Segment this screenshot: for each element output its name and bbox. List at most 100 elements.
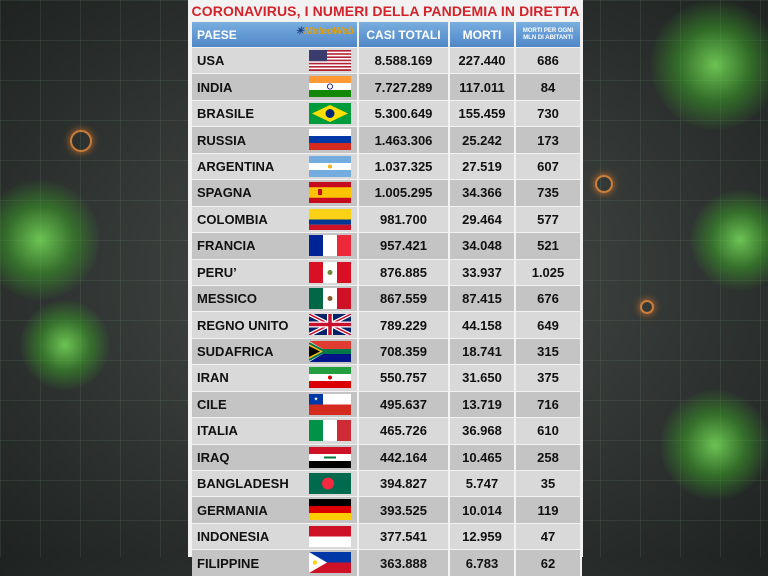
virus-decoration [660,390,768,500]
italy-flag-icon [309,420,351,442]
table-row: IRAN 550.757 31.650 375 [192,364,582,392]
country-cell: MESSICO [192,284,359,312]
country-name: ARGENTINA [197,158,275,174]
table-row: RUSSIA 1.463.306 25.242 173 [192,126,582,154]
covid-table: PAESE ☀MeteoWeb CASI TOTALI MORTI MORTI … [192,22,582,576]
country-name: SPAGNA [197,185,252,201]
table-row: FILIPPINE 363.888 6.783 62 [192,549,582,576]
glow-decoration [70,130,92,152]
country-cell: PERU’ [192,258,359,286]
deaths-per-million-cell: 258 [515,443,582,471]
country-cell: FILIPPINE [192,549,359,576]
country-name: ITALIA [197,423,238,439]
country-cell: USA [192,46,359,74]
table-row: MESSICO 867.559 87.415 676 [192,284,582,312]
deaths-per-million-cell: 119 [515,496,582,524]
country-cell: IRAN [192,364,359,392]
col-country: PAESE ☀MeteoWeb [192,22,359,48]
cases-cell: 393.525 [358,496,450,524]
country-cell: INDONESIA [192,522,359,550]
deaths-cell: 227.440 [449,46,516,74]
germany-flag-icon [309,499,351,521]
glow-decoration [640,300,654,314]
table-row: INDONESIA 377.541 12.959 47 [192,522,582,550]
header-row: PAESE ☀MeteoWeb CASI TOTALI MORTI MORTI … [192,22,582,48]
deaths-per-million-cell: 735 [515,179,582,207]
country-cell: SPAGNA [192,179,359,207]
country-cell: RUSSIA [192,126,359,154]
country-name: CILE [197,396,227,412]
philippines-flag-icon [309,552,351,574]
russia-flag-icon [309,129,351,151]
usa-flag-icon [309,50,351,71]
cases-cell: 5.300.649 [358,99,450,127]
deaths-cell: 36.968 [449,417,516,445]
deaths-cell: 25.242 [449,126,516,154]
iran-flag-icon [309,367,351,389]
country-name: REGNO UNITO [197,317,289,333]
deaths-cell: 6.783 [449,549,516,576]
deaths-cell: 18.741 [449,337,516,365]
cases-cell: 465.726 [358,417,450,445]
country-name: IRAN [197,370,229,386]
indonesia-flag-icon [309,525,351,547]
country-cell: GERMANIA [192,496,359,524]
cases-cell: 1.463.306 [358,126,450,154]
cases-cell: 1.005.295 [358,179,450,207]
country-cell: FRANCIA [192,232,359,259]
country-name: BRASILE [197,106,255,122]
table-row: INDIA 7.727.289 117.011 84 [192,73,582,101]
deaths-per-million-cell: 610 [515,417,582,445]
deaths-per-million-cell: 686 [515,46,582,74]
deaths-per-million-cell: 173 [515,126,582,154]
deaths-cell: 87.415 [449,284,516,312]
deaths-per-million-cell: 375 [515,364,582,392]
deaths-per-million-cell: 35 [515,469,582,497]
country-cell: IRAQ [192,443,359,471]
deaths-cell: 33.937 [449,258,516,286]
cases-cell: 1.037.325 [358,152,450,180]
country-name: FILIPPINE [197,555,260,571]
col-cases: CASI TOTALI [358,22,450,48]
country-cell: ITALIA [192,417,359,445]
country-cell: BANGLADESH [192,469,359,497]
table-row: REGNO UNITO 789.229 44.158 649 [192,311,582,339]
col-deaths-per-million: MORTI PER OGNI MLN DI ABITANTI [515,22,582,48]
country-name: SUDAFRICA [197,344,274,360]
table-row: CILE 495.637 13.719 716 [192,390,582,418]
virus-decoration [690,190,768,290]
table-row: ARGENTINA 1.037.325 27.519 607 [192,152,582,180]
country-cell: BRASILE [192,99,359,127]
country-name: MESSICO [197,291,257,307]
deaths-per-million-cell: 716 [515,390,582,418]
cases-cell: 867.559 [358,284,450,312]
deaths-per-million-cell: 47 [515,522,582,550]
cases-cell: 7.727.289 [358,73,450,101]
deaths-per-million-cell: 730 [515,99,582,127]
argentina-flag-icon [309,155,351,177]
cases-cell: 550.757 [358,364,450,392]
deaths-per-million-cell: 84 [515,73,582,101]
country-name: USA [197,53,225,69]
country-name: INDONESIA [197,529,270,545]
deaths-cell: 27.519 [449,152,516,180]
cases-cell: 957.421 [358,232,450,259]
cases-cell: 394.827 [358,469,450,497]
deaths-cell: 10.014 [449,496,516,524]
deaths-per-million-cell: 315 [515,337,582,365]
cases-cell: 8.588.169 [358,46,450,74]
page-title: CORONAVIRUS, I NUMERI DELLA PANDEMIA IN … [191,3,580,19]
country-name: FRANCIA [197,238,256,254]
cases-cell: 789.229 [358,311,450,339]
southafrica-flag-icon [308,340,351,362]
spain-flag-icon [309,182,351,204]
deaths-per-million-cell: 62 [515,549,582,576]
table-row: IRAQ 442.164 10.465 258 [192,443,582,471]
table-row: GERMANIA 393.525 10.014 119 [192,496,582,524]
country-name: PERU’ [197,264,237,280]
deaths-per-million-cell: 607 [515,152,582,180]
country-name: INDIA [197,79,233,95]
virus-decoration [20,300,110,390]
country-cell: REGNO UNITO [192,311,359,339]
deaths-cell: 31.650 [449,364,516,392]
